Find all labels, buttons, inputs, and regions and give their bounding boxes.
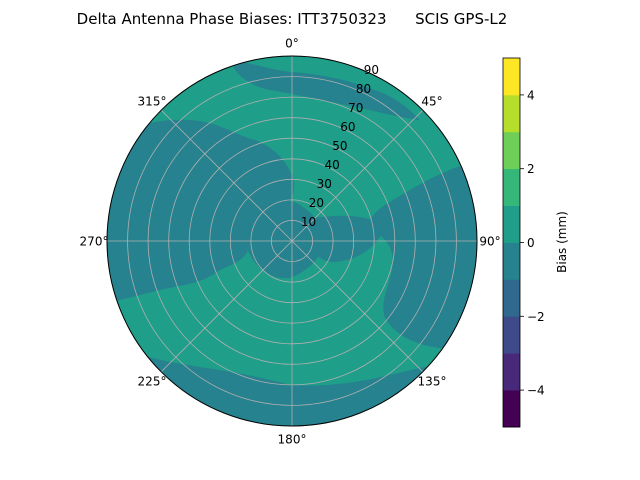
angular-tick-label: 0° — [285, 37, 299, 51]
contour-region-west-upper — [107, 119, 295, 223]
radial-tick-label: 10 — [301, 215, 316, 229]
colorbar-label: Bias (mm) — [555, 211, 569, 273]
colorbar-level — [503, 353, 520, 391]
colorbar-tick-label: −4 — [527, 384, 545, 398]
colorbar-level — [503, 279, 520, 317]
radial-tick-label: 60 — [340, 120, 355, 134]
colorbar: −4 −2 0 2 4 Bias (mm) — [502, 57, 569, 428]
colorbar-level — [503, 94, 520, 133]
colorbar-level — [503, 242, 520, 280]
contour-region-east — [369, 160, 477, 348]
angular-tick-label: 270° — [80, 235, 109, 249]
angular-tick-label: 315° — [138, 95, 167, 109]
angular-tick-labels: 0° 45° 90° 135° 180° 225° 270° 315° — [80, 37, 501, 447]
plot-border — [106, 55, 478, 427]
grid — [107, 56, 477, 426]
angular-tick-label: 45° — [421, 95, 442, 109]
radial-tick-label: 40 — [325, 158, 340, 172]
colorbar-ticks: −4 −2 0 2 4 — [520, 88, 545, 398]
colorbar-level — [503, 131, 520, 170]
colorbar-tick-label: 0 — [527, 236, 535, 250]
radial-tick-label: 90 — [364, 63, 379, 77]
colorbar-levels — [503, 58, 520, 428]
colorbar-tick-label: −2 — [527, 310, 545, 324]
radial-tick-label: 30 — [317, 177, 332, 191]
colorbar-level — [503, 205, 520, 243]
angular-tick-label: 225° — [138, 375, 167, 389]
radial-tick-label: 70 — [348, 101, 363, 115]
colorbar-tick-label: 4 — [527, 88, 535, 102]
radial-tick-label: 80 — [356, 82, 371, 96]
contour-region-center-east — [300, 215, 385, 262]
plot-area: 0° 45° 90° 135° 180° 225° 270° 315° 10 20 30 40 50 6… — [80, 37, 501, 447]
contour-region-north — [230, 60, 420, 120]
angular-tick-label: 90° — [479, 235, 500, 249]
angular-tick-label: 135° — [418, 375, 447, 389]
colorbar-level — [503, 390, 520, 428]
chart-title: Delta Antenna Phase Biases: ITT3750323 S… — [77, 10, 508, 28]
colorbar-level — [503, 168, 520, 206]
angular-tick-label: 180° — [278, 433, 307, 447]
radial-tick-label: 20 — [309, 196, 324, 210]
radial-tick-labels: 10 20 30 40 50 60 70 80 90 — [301, 63, 379, 229]
colorbar-level — [503, 316, 520, 354]
radial-tick-label: 50 — [332, 139, 347, 153]
colorbar-level — [503, 58, 520, 96]
colorbar-tick-label: 2 — [527, 162, 535, 176]
